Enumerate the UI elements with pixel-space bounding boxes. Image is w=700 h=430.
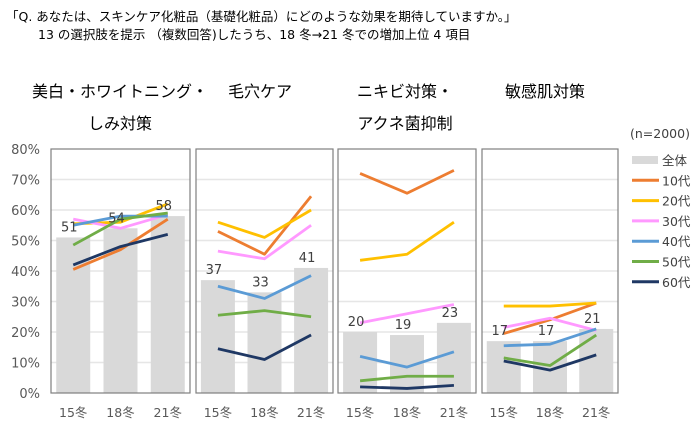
y-tick-label: 30% [11,296,40,311]
line-60代 [217,333,312,361]
bar-data-label: 17 [538,324,555,339]
bar-data-label: 37 [206,263,223,278]
y-tick-label: 40% [11,265,40,280]
panel-title-1a: 美白・ホワイトニング・ [31,82,208,101]
legend-label: 20代 [662,194,691,209]
bar-全体 [486,341,521,393]
line-20代 [503,301,597,308]
x-tick-label: 18冬 [106,405,134,420]
x-tick-label: 21冬 [154,405,182,420]
bar-全体 [343,332,378,393]
line-60代 [72,233,169,267]
panel-frame [481,148,619,394]
x-tick-label: 21冬 [297,405,325,420]
panel-title-2: 毛穴ケア [227,82,292,101]
bar-data-label: 51 [61,220,78,235]
y-tick-label: 10% [11,357,40,372]
bar-data-label: 41 [299,251,316,266]
x-tick-label: 15冬 [490,405,518,420]
legend-label: 40代 [662,234,691,249]
x-tick-label: 15冬 [59,405,87,420]
y-tick-label: 60% [11,204,40,219]
line-10代 [359,169,455,195]
line-40代 [217,274,312,300]
x-tick-label: 18冬 [536,405,564,420]
bar-全体 [247,292,282,393]
legend-label: 10代 [662,173,691,188]
line-30代 [359,303,455,325]
line-40代 [359,350,455,369]
legend-label: 30代 [662,214,691,229]
legend-label: 全体 [662,153,688,168]
bar-data-label: 58 [155,199,172,214]
line-60代 [503,353,597,372]
line-30代 [217,224,312,261]
sample-size-note: (n=2000) [630,126,690,141]
bar-data-label: 33 [252,275,269,290]
line-10代 [503,301,597,335]
x-tick-label: 18冬 [393,405,421,420]
bar-全体 [103,228,138,393]
legend-swatch-全体 [632,156,658,164]
line-50代 [503,333,598,367]
bar-data-label: 21 [584,312,601,327]
bar-data-label: 19 [395,318,412,333]
bar-data-label: 23 [442,306,459,321]
line-50代 [359,374,454,383]
line-40代 [503,327,597,348]
x-tick-label: 21冬 [440,405,468,420]
question-subtext: 13 の選択肢を提示 （複数回答)したうち、18 冬→21 冬での増加上位 4 … [38,27,471,42]
bar-全体 [150,216,185,393]
line-50代 [72,211,168,247]
y-tick-label: 20% [11,326,40,341]
line-10代 [217,195,313,256]
legend-label: 50代 [662,255,691,270]
question-text: 「Q. あなたは、スキンケア化粧品（基礎化粧品）にどのような効果を期待しています… [6,9,517,24]
y-tick-label: 70% [11,174,40,189]
x-tick-label: 15冬 [346,405,374,420]
bar-全体 [294,267,329,393]
bar-全体 [200,280,235,393]
bar-data-label: 20 [348,315,365,330]
line-30代 [503,316,597,332]
x-tick-label: 18冬 [250,405,278,420]
panel-title-1b: しみ対策 [87,114,152,133]
panel-title-3b: アクネ菌抑制 [357,114,453,133]
panel-frame [337,148,477,394]
panel-title-3a: ニキビ対策・ [356,82,453,101]
line-50代 [217,309,312,319]
bar-data-label: 17 [491,324,508,339]
panel-frame [195,148,334,394]
x-tick-label: 15冬 [204,405,232,420]
y-tick-label: 80% [11,143,40,158]
legend-label: 60代 [662,275,691,290]
bar-data-label: 54 [108,211,125,226]
bar-全体 [436,322,471,393]
y-tick-label: 0% [19,387,40,402]
y-tick-label: 50% [11,235,40,250]
line-60代 [360,383,455,390]
bar-全体 [579,328,614,393]
x-tick-label: 21冬 [582,405,610,420]
line-10代 [72,217,169,271]
panel-frame [50,148,191,394]
line-20代 [217,208,312,239]
panel-title-4: 敏感肌対策 [504,82,585,101]
line-20代 [359,221,455,262]
